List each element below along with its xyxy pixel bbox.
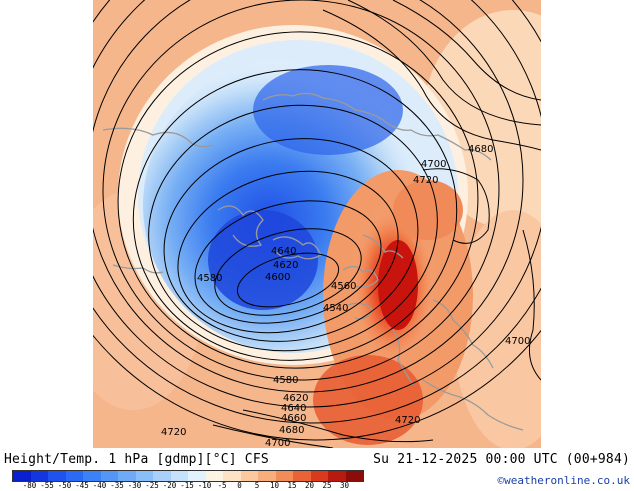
valid-time: Su 21-12-2025 00:00 UTC (00+984) xyxy=(373,452,630,467)
colorbar-label: -50 xyxy=(57,481,72,490)
contour-label: 4580 xyxy=(273,375,298,386)
colorbar-cell xyxy=(100,471,118,481)
colorbar-label: -20 xyxy=(162,481,177,490)
colorbar-cell xyxy=(345,471,363,481)
cold-core-north xyxy=(253,65,403,155)
colorbar-cell xyxy=(258,471,276,481)
coastlines xyxy=(102,92,524,431)
colorbar-cell xyxy=(30,471,48,481)
colorbar-cell xyxy=(223,471,241,481)
contour-label: 4620 xyxy=(273,260,298,271)
warm-region-se xyxy=(453,210,541,448)
contour-label: 4720 xyxy=(161,427,186,438)
colorbar-cell xyxy=(170,471,188,481)
colorbar-label: 20 xyxy=(304,481,315,490)
contour-label: 4540 xyxy=(323,303,348,314)
height-contours xyxy=(93,0,541,448)
colorbar-label: -10 xyxy=(197,481,212,490)
colorbar-label: 15 xyxy=(287,481,297,490)
cold-core-deep xyxy=(208,210,318,310)
contour-label: 4700 xyxy=(421,159,446,170)
contour-label: 4600 xyxy=(265,272,290,283)
contour-label: 4700 xyxy=(505,336,530,347)
colorbar-label: 25 xyxy=(322,481,332,490)
colorbar-cell xyxy=(293,471,311,481)
colorbar-cell xyxy=(310,471,328,481)
colorbar-label: 30 xyxy=(339,481,350,490)
contour-label: 4560 xyxy=(331,281,356,292)
colorbar-cell xyxy=(13,471,31,481)
colorbar-cell xyxy=(153,471,171,481)
colorbar-label: -40 xyxy=(92,481,107,490)
colorbar xyxy=(12,470,364,482)
caption-bar: Height/Temp. 1 hPa [gdmp][°C] CFS Su 21-… xyxy=(0,448,634,490)
contour-label: 4700 xyxy=(265,438,290,448)
colorbar-cell xyxy=(83,471,101,481)
colorbar-label: -15 xyxy=(180,481,194,490)
colorbar-cell xyxy=(328,471,346,481)
colorbar-label: -80 xyxy=(22,481,37,490)
credit-link[interactable]: ©weatheronline.co.uk xyxy=(497,474,630,487)
contour-label: 4720 xyxy=(413,175,438,186)
warm-blob-n xyxy=(393,180,463,240)
contour-label: 4680 xyxy=(279,425,304,436)
colorbar-label: -55 xyxy=(40,481,54,490)
colorbar-cell xyxy=(240,471,258,481)
colorbar-label: 5 xyxy=(254,481,260,490)
colorbar-cell xyxy=(275,471,293,481)
map-panel: 4680 4700 4720 4640 4620 4600 4580 4560 … xyxy=(93,0,541,448)
colorbar-cell xyxy=(65,471,83,481)
map-title: Height/Temp. 1 hPa [gdmp][°C] CFS xyxy=(4,452,269,467)
colorbar-labels: -80 -55 -50 -45 -40 -35 -30 -25 -20 -15 -10 -5 0 5 10 1… xyxy=(12,481,362,491)
colorbar-label: -35 xyxy=(110,481,124,490)
colorbar-label: -5 xyxy=(217,481,227,490)
colorbar-label: -45 xyxy=(75,481,89,490)
geopotential-temperature-map: 4680 4700 4720 4640 4620 4600 4580 4560 … xyxy=(93,0,541,448)
colorbar-label: -25 xyxy=(145,481,159,490)
contour-label: 4660 xyxy=(281,413,306,424)
colorbar-label: 0 xyxy=(237,481,242,490)
colorbar-cell xyxy=(48,471,66,481)
colorbar-cell xyxy=(188,471,206,481)
contour-label: 4720 xyxy=(395,415,420,426)
colorbar-label: -30 xyxy=(127,481,142,490)
colorbar-cell xyxy=(135,471,153,481)
contour-labels: 4680 4700 4720 4640 4620 4600 4580 4560 … xyxy=(161,144,530,448)
colorbar-cell xyxy=(205,471,223,481)
contour-label: 4680 xyxy=(468,144,493,155)
colorbar-label: 10 xyxy=(269,481,280,490)
contour-label: 4580 xyxy=(197,273,222,284)
colorbar-cell xyxy=(118,471,136,481)
contour-label: 4620 xyxy=(283,393,308,404)
contour-label: 4640 xyxy=(281,403,306,414)
contour-label: 4640 xyxy=(271,246,296,257)
